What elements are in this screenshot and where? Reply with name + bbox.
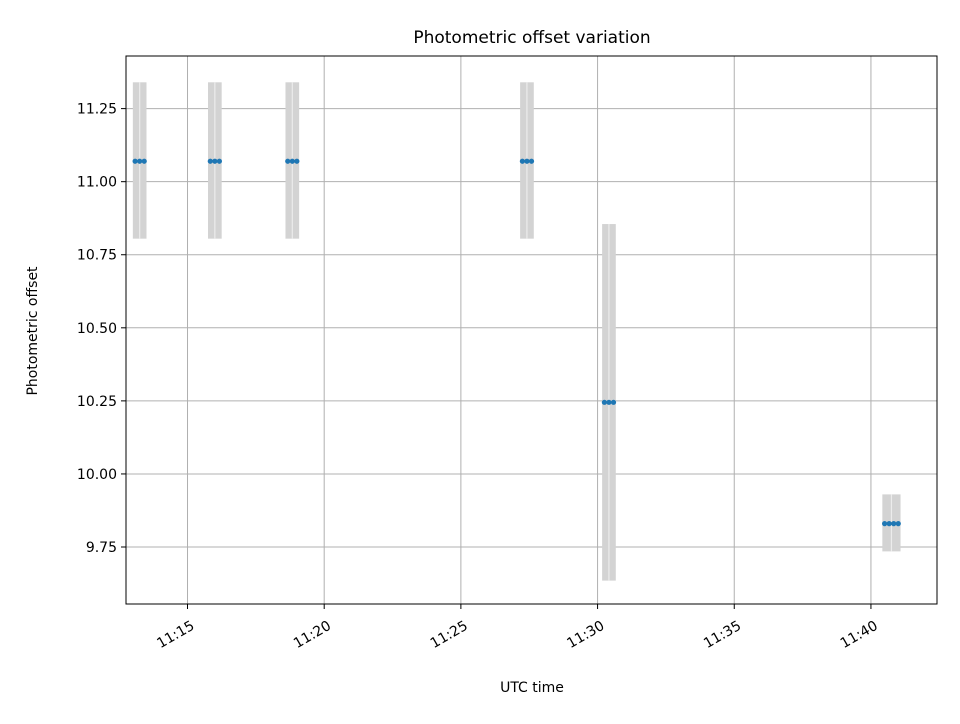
x-tick-label: 11:35	[701, 618, 744, 652]
data-point	[895, 521, 901, 527]
y-tick-label: 11.25	[77, 102, 117, 118]
error-bands	[132, 82, 901, 581]
data-point	[294, 158, 300, 164]
x-tick-label: 11:25	[428, 618, 471, 652]
y-axis-ticks: 9.75 10.00 10.25 10.50 10.75 11.00 11.25	[77, 102, 126, 556]
x-axis-label: UTC time	[500, 680, 564, 696]
data-point	[891, 521, 897, 527]
y-axis-label: Photometric offset	[25, 266, 41, 396]
x-tick-label: 11:40	[838, 618, 881, 652]
y-tick-label: 9.75	[86, 540, 117, 556]
x-tick-label: 11:30	[564, 618, 607, 652]
y-tick-label: 10.75	[77, 248, 117, 264]
data-point	[610, 399, 617, 405]
data-point	[524, 158, 530, 164]
chart-title: Photometric offset variation	[413, 28, 650, 48]
y-tick-label: 11.00	[77, 175, 117, 191]
y-tick-label: 10.25	[77, 394, 117, 410]
data-point	[212, 158, 218, 164]
data-point	[886, 521, 892, 527]
plot-frame	[125, 55, 938, 605]
data-point	[882, 521, 888, 527]
data-point	[137, 158, 143, 164]
x-tick-label: 11:15	[154, 618, 197, 652]
y-tick-label: 10.50	[77, 321, 117, 337]
data-point	[207, 158, 213, 164]
x-axis-ticks: 11:15 11:20 11:25 11:30 11:35 11:40	[154, 604, 881, 652]
data-point	[141, 158, 147, 164]
data-point	[528, 158, 535, 164]
y-tick-label: 10.00	[77, 467, 117, 483]
data-point	[606, 399, 612, 405]
data-point	[601, 399, 607, 405]
data-point	[216, 158, 223, 164]
data-point	[132, 158, 138, 164]
data-point	[289, 158, 295, 164]
data-point	[519, 158, 525, 164]
data-point	[285, 158, 291, 164]
data-points	[132, 158, 901, 527]
x-tick-label: 11:20	[291, 618, 334, 652]
